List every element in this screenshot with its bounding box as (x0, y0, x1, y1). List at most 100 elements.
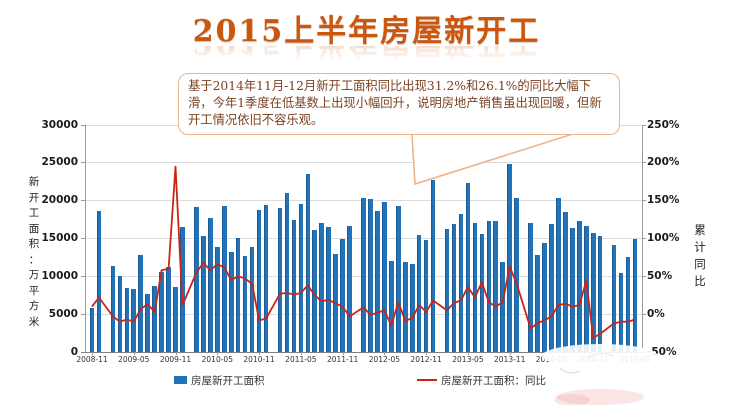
bar (549, 224, 554, 352)
bar (166, 267, 171, 352)
bar (618, 272, 624, 352)
x-axis-line (81, 352, 646, 353)
axis-tick (384, 352, 386, 355)
bar (472, 222, 478, 352)
bar (514, 198, 519, 352)
x-axis-tick-label: 2012-05 (368, 355, 401, 364)
bar (389, 261, 394, 352)
x-axis-tick-label: 2009-11 (159, 355, 192, 364)
bar (632, 238, 638, 352)
bar (444, 228, 450, 352)
title-block: 2015上半年房屋新开工 2015上半年房屋新开工 (0, 6, 733, 68)
bar (416, 234, 422, 352)
right-axis-title: 累 计 同 比 (694, 223, 706, 288)
bar (361, 197, 366, 352)
y-axis-tick-label-right: 50% (647, 269, 673, 282)
axis-tick (259, 352, 261, 355)
bar (221, 205, 227, 352)
y-axis-tick-label-left: 10000 (41, 269, 78, 282)
x-axis-tick-label: 2010-11 (243, 355, 275, 364)
axis-tick (642, 124, 646, 126)
bar (249, 246, 255, 352)
axis-tick (81, 313, 85, 315)
x-axis-tick-label: 2010-05 (201, 355, 233, 364)
bar (542, 243, 547, 352)
axis-tick (642, 162, 646, 164)
axis-tick (81, 124, 85, 126)
axis-tick (92, 352, 93, 355)
bar (138, 255, 144, 352)
bar (277, 208, 283, 352)
bar (284, 193, 290, 352)
axis-tick (342, 352, 344, 355)
x-axis-tick-label: 2008-11 (76, 355, 108, 364)
bar (228, 252, 234, 352)
axis-tick (467, 352, 469, 355)
axis-tick (642, 275, 646, 277)
legend-line-swatch (417, 378, 437, 382)
legend-item-bars: 房屋新开工面积 (174, 372, 265, 388)
axis-tick (81, 162, 85, 164)
x-axis-tick-label: 2009-05 (118, 355, 150, 364)
callout-text: 基于2014年11月-12月新开工面积同比出现31.2%和26.1%的同比大幅下… (188, 79, 602, 127)
bar (326, 227, 331, 352)
axis-tick (133, 352, 135, 355)
x-axis-tick-label: 2011-05 (285, 355, 317, 364)
y-axis-tick-label-right: 100% (647, 232, 680, 244)
bar (451, 224, 457, 352)
bar (458, 213, 464, 352)
y-axis-tick-label-left: 5000 (48, 307, 78, 320)
bar (305, 174, 311, 352)
bar (312, 230, 318, 352)
axis-tick (175, 352, 177, 355)
bar (486, 221, 492, 352)
axis-tick (81, 200, 85, 202)
bar (590, 233, 596, 352)
callout-bubble: 基于2014年11月-12月新开工面积同比出现31.2%和26.1%的同比大幅下… (178, 73, 620, 135)
bar (145, 293, 150, 352)
bar (556, 197, 561, 352)
axis-tick (642, 238, 646, 239)
x-axis-tick-label: 2013-11 (494, 355, 526, 364)
bar (194, 206, 199, 352)
bar (625, 257, 631, 352)
y-axis-tick-label-left: 25000 (41, 156, 78, 169)
bar (291, 220, 297, 352)
x-axis-tick-label: 2012-11 (410, 355, 442, 364)
left-axis-title: 新 开 工 面 积 ： 万 平 方 米 (28, 176, 40, 328)
bar (319, 222, 325, 352)
axis-tick (642, 313, 646, 315)
bar (382, 202, 387, 352)
bar (368, 199, 373, 352)
bar (96, 211, 102, 352)
y-axis-line-left (85, 125, 86, 352)
legend-bar-swatch (174, 376, 187, 384)
legend-item-line: 房屋新开工面积：同比 (417, 372, 546, 388)
bar (535, 255, 540, 352)
bar (493, 221, 499, 352)
bar (215, 246, 220, 352)
y-axis-line-right (642, 125, 643, 352)
bar (409, 264, 415, 352)
gridline (85, 162, 642, 164)
bar (173, 286, 178, 352)
bar (500, 261, 506, 352)
y-axis-tick-label-right: 250% (647, 118, 680, 131)
bar (152, 286, 157, 352)
axis-tick (81, 238, 85, 239)
bar (396, 205, 401, 352)
legend-line-label: 房屋新开工面积：同比 (441, 374, 546, 387)
bar (577, 221, 582, 352)
y-axis-tick-label-left: 30000 (41, 118, 78, 131)
y-axis-tick-label-right: 150% (647, 194, 680, 207)
page-title: 2015上半年房屋新开工 (192, 14, 541, 49)
bar (242, 255, 248, 352)
bar (465, 182, 471, 352)
y-axis-tick-label-left: 0 (70, 345, 78, 358)
bar (340, 238, 345, 352)
legend-bar-label: 房屋新开工面积 (191, 374, 265, 387)
bar (235, 237, 241, 352)
